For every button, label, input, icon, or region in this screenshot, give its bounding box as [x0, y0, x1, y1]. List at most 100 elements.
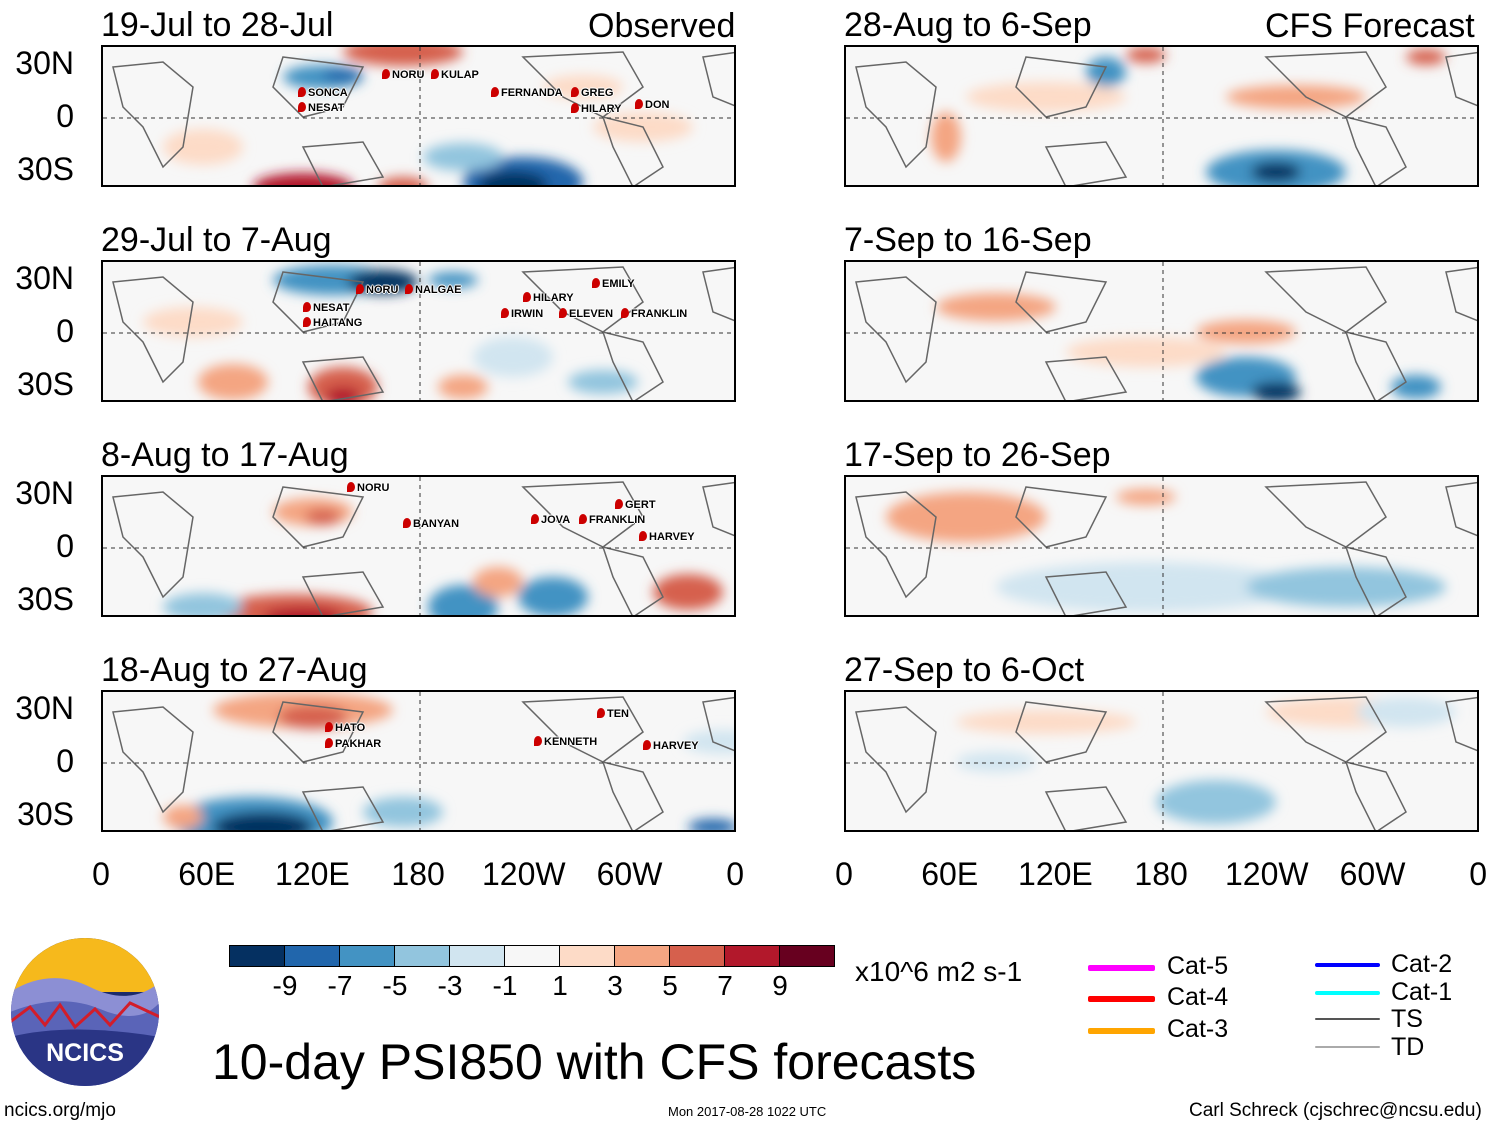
lat-label: 0: [56, 743, 74, 779]
anomaly-contour: [1356, 697, 1456, 727]
legend-line-cat-3: [1088, 1028, 1155, 1034]
storm-label: GERT: [615, 499, 656, 512]
anomaly-contour: [1246, 567, 1446, 607]
legend-label: Cat-4: [1167, 983, 1229, 1011]
anomaly-contour: [1066, 337, 1226, 367]
observed-panel-4: HATO PAKHAR KENNETH TEN HARVEY: [101, 690, 736, 832]
anomaly-contour: [343, 47, 463, 66]
continent-outline: [855, 481, 1477, 615]
panel-title: 7-Sep to 16-Sep: [844, 221, 1092, 259]
anomaly-contour: [956, 710, 1136, 734]
footer-url[interactable]: ncics.org/mjo: [4, 1100, 116, 1121]
storm-label: NORU: [382, 69, 424, 82]
anomaly-contour: [163, 593, 243, 615]
storm-label: HILARY: [571, 103, 622, 116]
psi850-anomaly-map: [103, 262, 734, 400]
lon-label: 180: [391, 856, 445, 892]
anomaly-contour: [931, 112, 961, 162]
legend-line-td: [1315, 1046, 1380, 1048]
lat-label: 0: [56, 98, 74, 134]
anomaly-contour: [1251, 162, 1301, 182]
anomaly-contour: [305, 509, 341, 525]
forecast-panel-1: [844, 45, 1479, 187]
psi850-anomaly-map: [846, 262, 1477, 400]
anomaly-contour: [378, 177, 428, 185]
observed-header: Observed: [588, 7, 736, 45]
storm-label: HAITANG: [303, 317, 362, 330]
colorbar-label: 9: [772, 970, 788, 1001]
forecast-panel-3: [844, 475, 1479, 617]
legend-line-ts: [1315, 1018, 1380, 1020]
lon-label: 120W: [1225, 856, 1309, 892]
anomaly-contour: [263, 607, 343, 615]
lat-label: 30S: [17, 796, 74, 832]
legend-label: TD: [1391, 1033, 1425, 1061]
lat-label: 30N: [15, 45, 74, 81]
storm-label: NESAT: [298, 102, 344, 115]
lat-label: 0: [56, 313, 74, 349]
anomaly-contour: [1226, 85, 1366, 109]
colorbar-swatch: [614, 945, 670, 967]
storm-label: HARVEY: [643, 740, 699, 753]
panel-title: 29-Jul to 7-Aug: [101, 221, 332, 259]
lon-label: 60E: [921, 856, 979, 892]
anomaly-contour: [1406, 49, 1446, 65]
continent-outline: [855, 696, 1477, 830]
colorbar-swatch: [724, 945, 780, 967]
legend-line-cat-4: [1088, 996, 1155, 1002]
panel-title: 19-Jul to 28-Jul: [101, 6, 334, 44]
storm-label: IRWIN: [501, 308, 543, 321]
storm-label: FRANKLIN: [579, 514, 645, 527]
anomaly-contour: [438, 375, 488, 399]
colorbar-label: -1: [492, 970, 518, 1001]
legend-label: Cat-1: [1391, 978, 1453, 1006]
anomaly-contour: [518, 577, 588, 615]
legend-line-cat-1: [1315, 991, 1380, 995]
lon-label: 0: [835, 856, 853, 892]
anomaly-contour: [886, 492, 1046, 542]
lon-label: 60W: [1339, 856, 1406, 892]
legend-label: TS: [1391, 1005, 1423, 1033]
continent-outline: [112, 696, 734, 830]
colorbar-label: -7: [327, 970, 353, 1001]
footer-timestamp: Mon 2017-08-28 1022 UTC: [668, 1104, 827, 1119]
psi850-anomaly-map: [846, 692, 1477, 830]
anomaly-contour: [478, 171, 548, 185]
lon-label: 60E: [178, 856, 236, 892]
storm-label: HILARY: [523, 292, 574, 305]
storm-label: KULAP: [431, 69, 479, 82]
continent-outline: [112, 481, 734, 615]
storm-label: HATO: [325, 722, 365, 735]
anomaly-contour: [956, 752, 1036, 772]
anomaly-contour: [163, 805, 203, 829]
storm-label: FERNANDA: [491, 87, 563, 100]
storm-label: NORU: [356, 284, 398, 297]
storm-label: EMILY: [592, 278, 635, 291]
anomaly-contour: [1156, 780, 1276, 824]
anomaly-contour: [653, 574, 723, 610]
lon-label: 180: [1134, 856, 1188, 892]
lon-label: 120W: [482, 856, 566, 892]
footer-author: Carl Schreck (cjschrec@ncsu.edu): [1189, 1100, 1482, 1121]
colorbar-swatch: [394, 945, 450, 967]
observed-panel-3: NORU BANYAN JOVA FRANKLIN GERT HARVEY: [101, 475, 736, 617]
lon-label: 0: [1469, 856, 1488, 892]
storm-label: PAKHAR: [325, 738, 381, 751]
colorbar-label: -3: [437, 970, 463, 1001]
legend-label: Cat-3: [1167, 1015, 1229, 1043]
logo-text: NCICS: [46, 1039, 124, 1067]
anomaly-contour: [473, 567, 523, 597]
lat-label: 0: [56, 528, 74, 564]
forecast-panel-2: [844, 260, 1479, 402]
legend-line-cat-5: [1088, 965, 1155, 971]
storm-label: SONCA: [298, 87, 348, 100]
lon-label: 120E: [1018, 856, 1093, 892]
anomaly-contour: [1126, 47, 1166, 63]
lat-label: 30S: [17, 151, 74, 187]
colorbar-swatch: [339, 945, 395, 967]
anomaly-contour: [213, 812, 313, 830]
observed-panel-1: NORU KULAP SONCA NESAT FERNANDA GREG HILARY DON: [101, 45, 736, 187]
legend-line-cat-2: [1315, 963, 1380, 967]
forecast-panel-4: [844, 690, 1479, 832]
observed-panel-2: NORU NALGAE NESAT HAITANG HILARY IRWIN ELEVEN E…: [101, 260, 736, 402]
